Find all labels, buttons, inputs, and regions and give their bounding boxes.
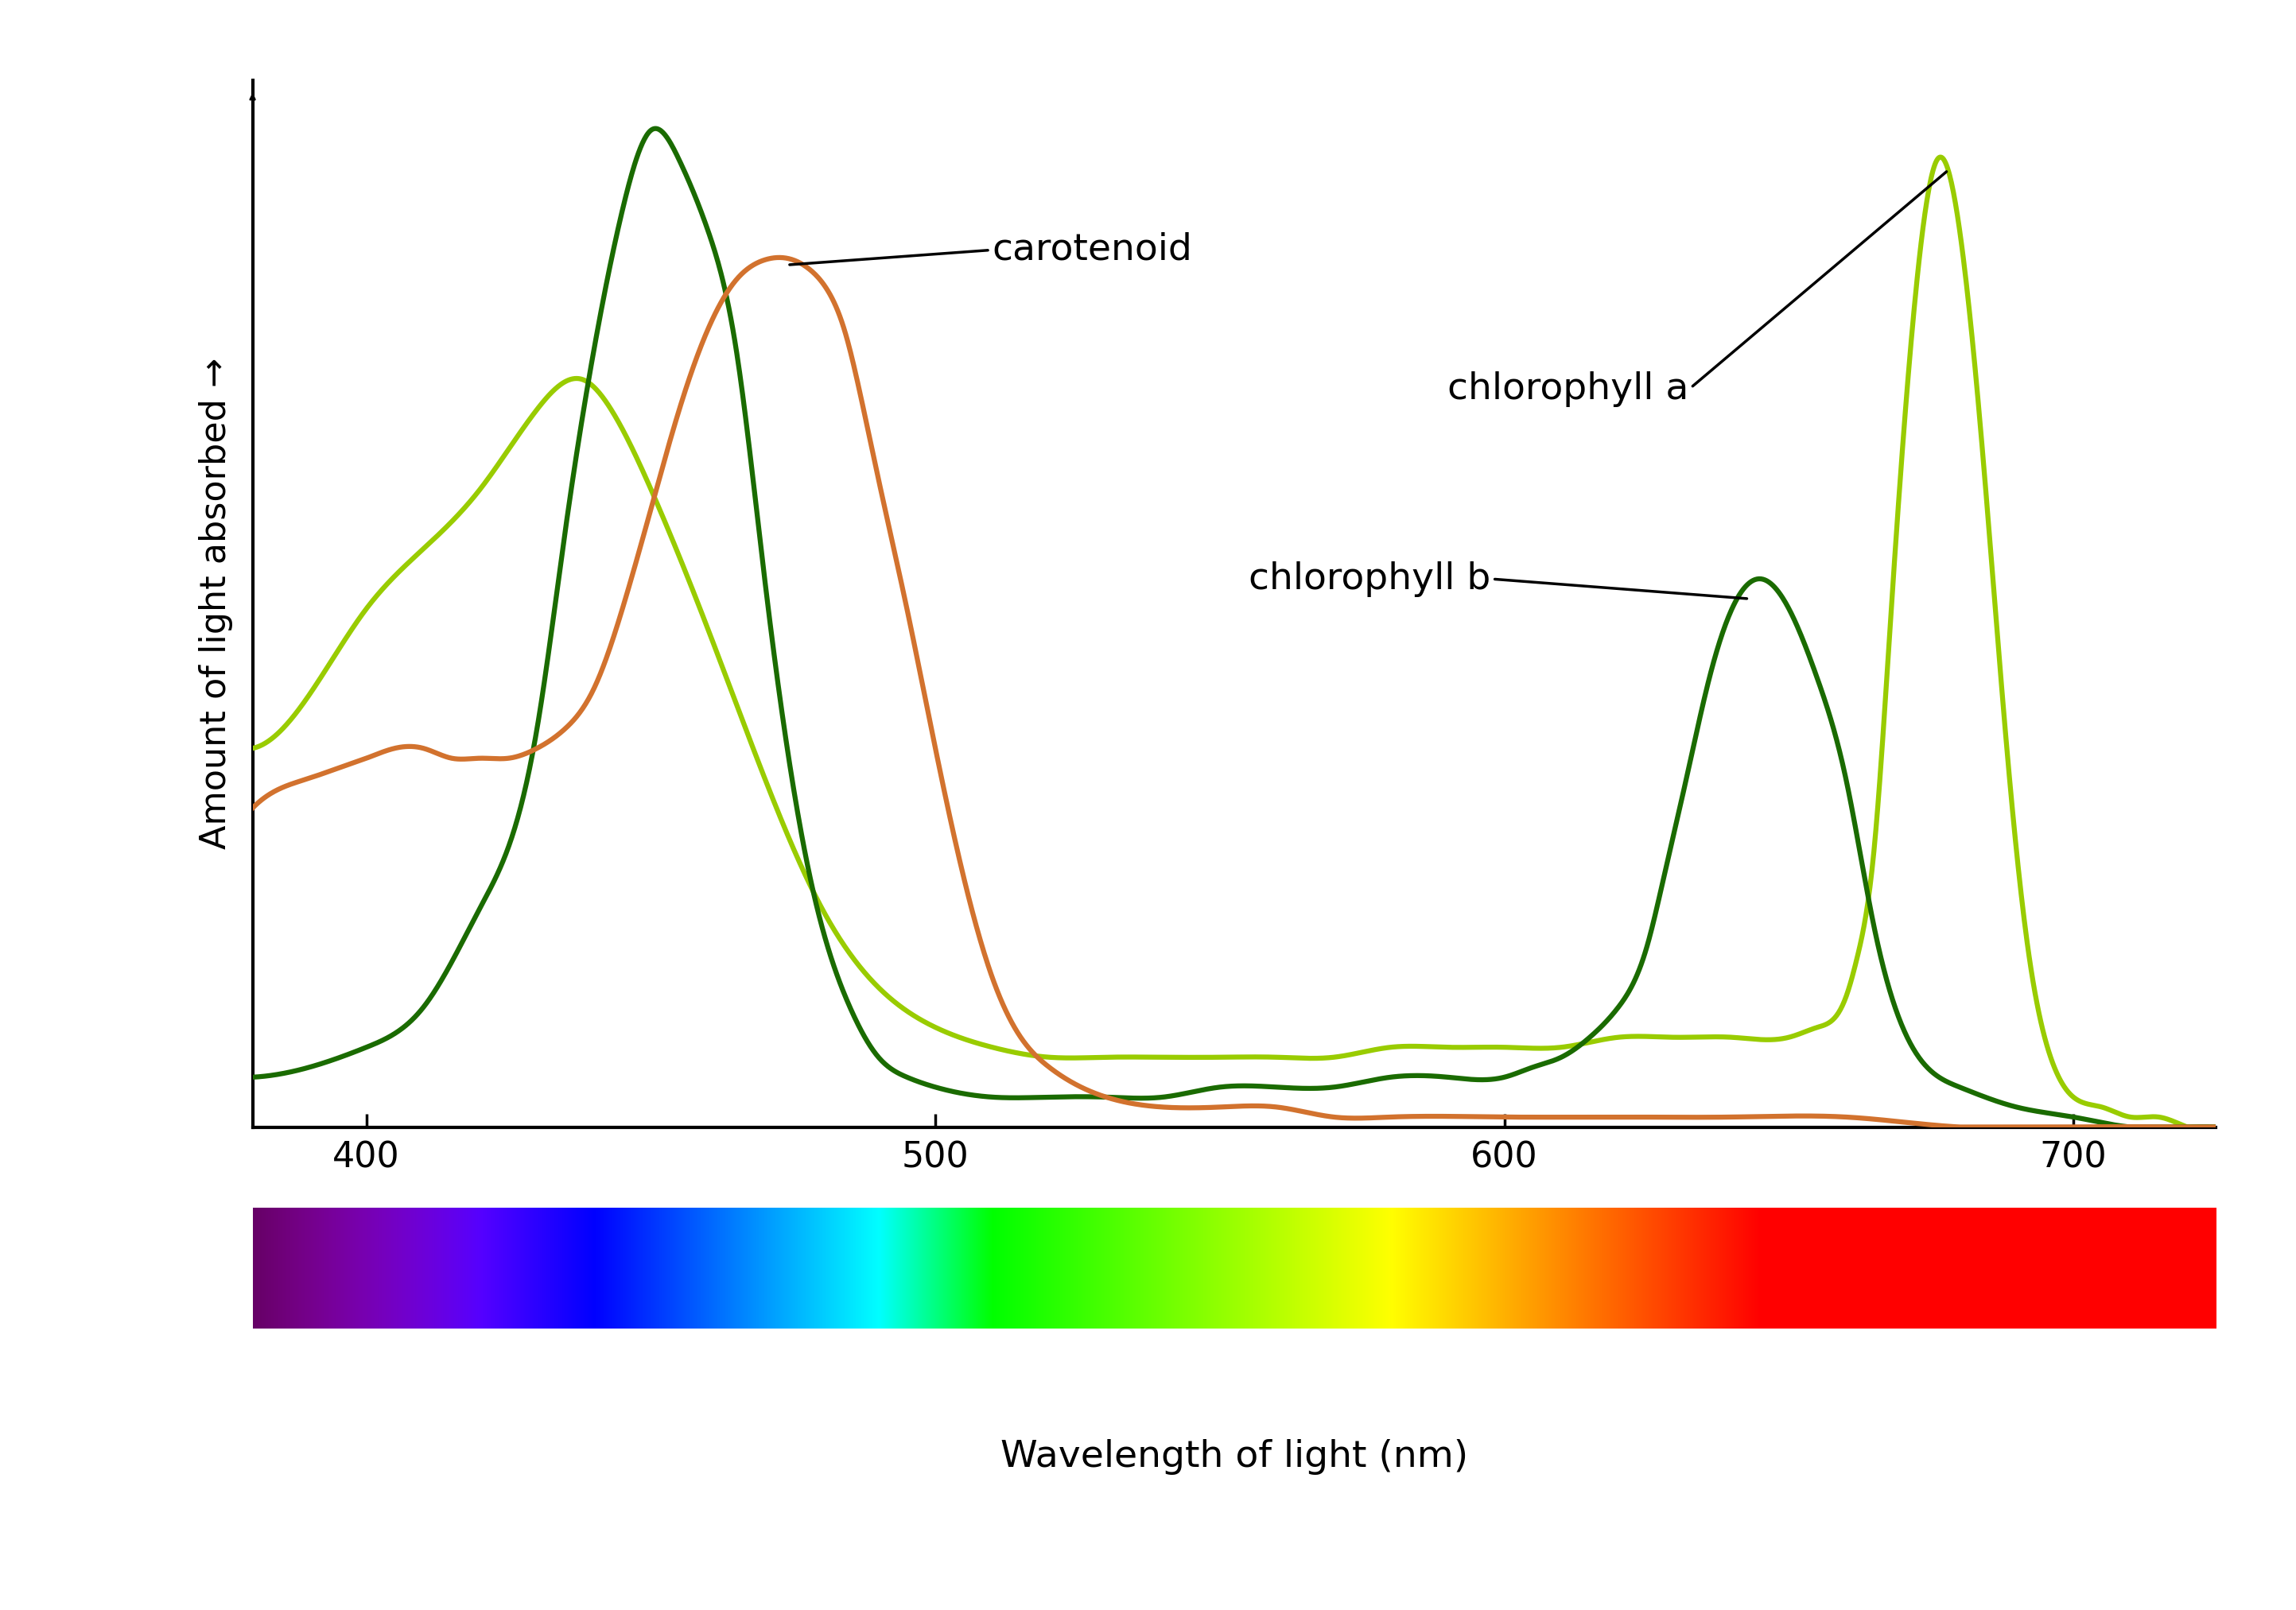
Text: carotenoid: carotenoid [790, 232, 1192, 267]
Text: Wavelength of light (nm): Wavelength of light (nm) [1001, 1439, 1467, 1475]
Text: chlorophyll b: chlorophyll b [1249, 560, 1747, 599]
Y-axis label: Amount of light absorbed →: Amount of light absorbed → [197, 357, 232, 850]
Text: chlorophyll a: chlorophyll a [1446, 172, 1947, 407]
